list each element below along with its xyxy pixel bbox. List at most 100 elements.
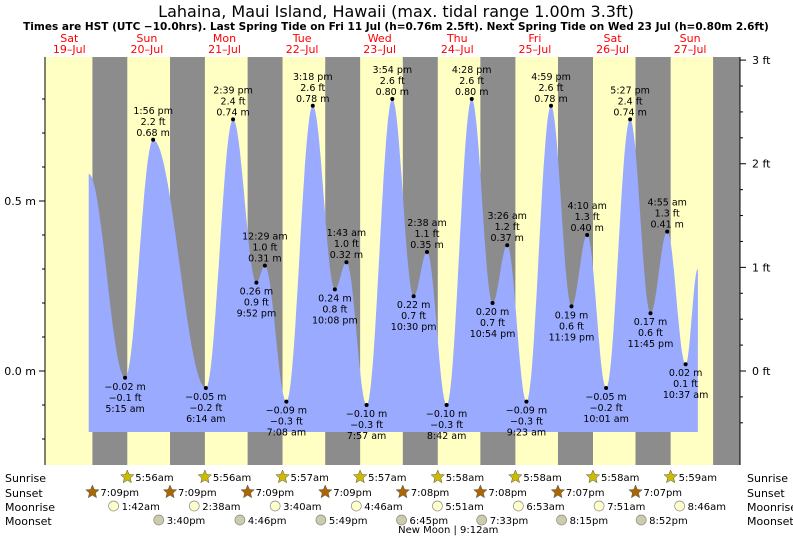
right-tick-label: 0 ft: [752, 365, 771, 378]
extreme-ft: −0.3 ft: [350, 420, 383, 431]
extreme-time: 10:37 am: [663, 390, 708, 401]
extreme-point: [628, 117, 633, 122]
moonset-time: 7:33pm: [490, 516, 529, 527]
sunrise-time: 5:57am: [291, 473, 329, 484]
extreme-point: [262, 263, 267, 268]
extreme-m: 0.41 m: [650, 220, 683, 231]
extreme-m: 0.78 m: [296, 94, 329, 105]
extreme-annotations: −0.02 m−0.1 ft5:15 am 1:56 pm2.2 ft0.68 m…: [104, 65, 708, 442]
extreme-m: −0.10 m: [426, 409, 467, 420]
extreme-ft: 0.6 ft: [559, 321, 584, 332]
day-name: Sat: [60, 32, 79, 45]
extreme-point: [310, 103, 315, 108]
sunset-icon: [240, 484, 255, 499]
chart-subtitle: Times are HST (UTC −10.0hrs). Last Sprin…: [23, 21, 769, 33]
sunrise-icon: [508, 469, 523, 484]
extreme-m: 0.19 m: [555, 310, 588, 321]
extreme-m: 0.22 m: [397, 300, 430, 311]
day-name: Sun: [680, 32, 701, 45]
moonrise-icon: [350, 500, 362, 512]
sunrise-icon: [197, 469, 213, 484]
extreme-ft: 2.6 ft: [300, 83, 325, 94]
moonset-icon: [396, 514, 407, 526]
moonset-icon: [234, 514, 246, 526]
moonset-icon: [476, 514, 488, 526]
extreme-m: 0.17 m: [634, 317, 667, 328]
day-labels: Sat19–JulSun20–JulMon21–JulTue22–JulWed2…: [53, 32, 707, 56]
extreme-ft: 2.6 ft: [380, 76, 405, 87]
extreme-point: [549, 103, 554, 108]
extreme-m: 0.31 m: [248, 254, 281, 265]
extreme-point: [444, 403, 449, 407]
sunrise-icon: [430, 469, 446, 484]
left-tick-label: 0.5 m: [4, 195, 36, 208]
day-date: 22–Jul: [286, 43, 319, 56]
extreme-time: 7:57 am: [347, 431, 386, 442]
moonrise-icon: [513, 500, 524, 512]
extreme-point: [203, 386, 208, 390]
extreme-point: [425, 250, 430, 254]
extreme-m: 0.80 m: [376, 87, 409, 98]
sunset-time: 7:07pm: [566, 488, 605, 499]
day-name: Sun: [136, 32, 157, 45]
moonrise-icon: [188, 500, 200, 512]
day-date: 24–Jul: [441, 43, 474, 56]
moonrise-time: 2:38am: [202, 502, 240, 513]
extreme-point: [585, 233, 590, 237]
day-name: Thu: [446, 32, 468, 45]
extreme-ft: −0.3 ft: [510, 417, 543, 428]
extreme-time: 11:45 pm: [628, 339, 674, 350]
extreme-time: 8:42 am: [427, 431, 466, 442]
sunset-icon: [395, 484, 411, 499]
tide-area: [88, 99, 698, 432]
night-band: [713, 57, 740, 465]
extreme-m: 0.35 m: [410, 240, 443, 251]
extreme-point: [254, 280, 259, 285]
extreme-ft: −0.2 ft: [590, 403, 623, 414]
right-tick-label: 3 ft: [752, 54, 771, 67]
extreme-ft: 1.0 ft: [252, 243, 277, 254]
extreme-point: [604, 386, 609, 390]
sunset-icon: [162, 484, 178, 499]
sunrise-time: 5:58am: [523, 473, 561, 484]
extreme-point: [364, 403, 369, 407]
extreme-time: 6:14 am: [186, 414, 225, 425]
moonset-time: 8:15pm: [570, 516, 609, 527]
left-tick-label: 0.0 m: [4, 365, 36, 378]
moonset-row-label-left: Moonset: [5, 515, 52, 528]
day-date: 27–Jul: [674, 43, 707, 56]
extreme-m: −0.09 m: [506, 406, 547, 417]
moonset-time: 8:52pm: [649, 516, 688, 527]
extreme-point: [665, 229, 670, 234]
moonset-time: 5:49pm: [329, 516, 368, 527]
extreme-point: [332, 287, 337, 292]
extreme-ft: 1.1 ft: [414, 229, 439, 240]
right-tick-label: 2 ft: [752, 158, 771, 171]
sunrise-icon: [585, 469, 601, 484]
sunset-icon: [473, 484, 488, 499]
moonrise-time: 8:46am: [688, 502, 726, 513]
sunset-icon: [317, 484, 333, 499]
extreme-point: [648, 311, 653, 316]
day-name: Wed: [368, 32, 392, 45]
extreme-point: [231, 117, 236, 122]
extreme-ft: 2.2 ft: [141, 117, 166, 128]
extreme-ft: 0.6 ft: [638, 328, 663, 339]
extreme-time: 9:52 pm: [237, 309, 277, 320]
extreme-m: 0.37 m: [490, 233, 523, 244]
extreme-ft: −0.2 ft: [189, 403, 222, 414]
extreme-m: 0.80 m: [455, 87, 488, 98]
moonrise-row-label-right: Moonrise: [747, 501, 793, 514]
moonrise-icon: [593, 500, 605, 512]
moonrise-time: 3:40am: [283, 502, 321, 513]
day-date: 19–Jul: [53, 43, 86, 56]
sunrise-icon: [275, 469, 290, 484]
sunrise-time: 5:56am: [135, 473, 173, 484]
sunset-time: 7:09pm: [100, 488, 139, 499]
sunrise-icon: [352, 469, 368, 484]
extreme-point: [390, 97, 395, 101]
extreme-m: 0.32 m: [330, 250, 363, 261]
extreme-point: [505, 243, 510, 248]
extreme-ft: 0.9 ft: [244, 298, 269, 309]
extreme-time: 10:54 pm: [470, 329, 516, 340]
